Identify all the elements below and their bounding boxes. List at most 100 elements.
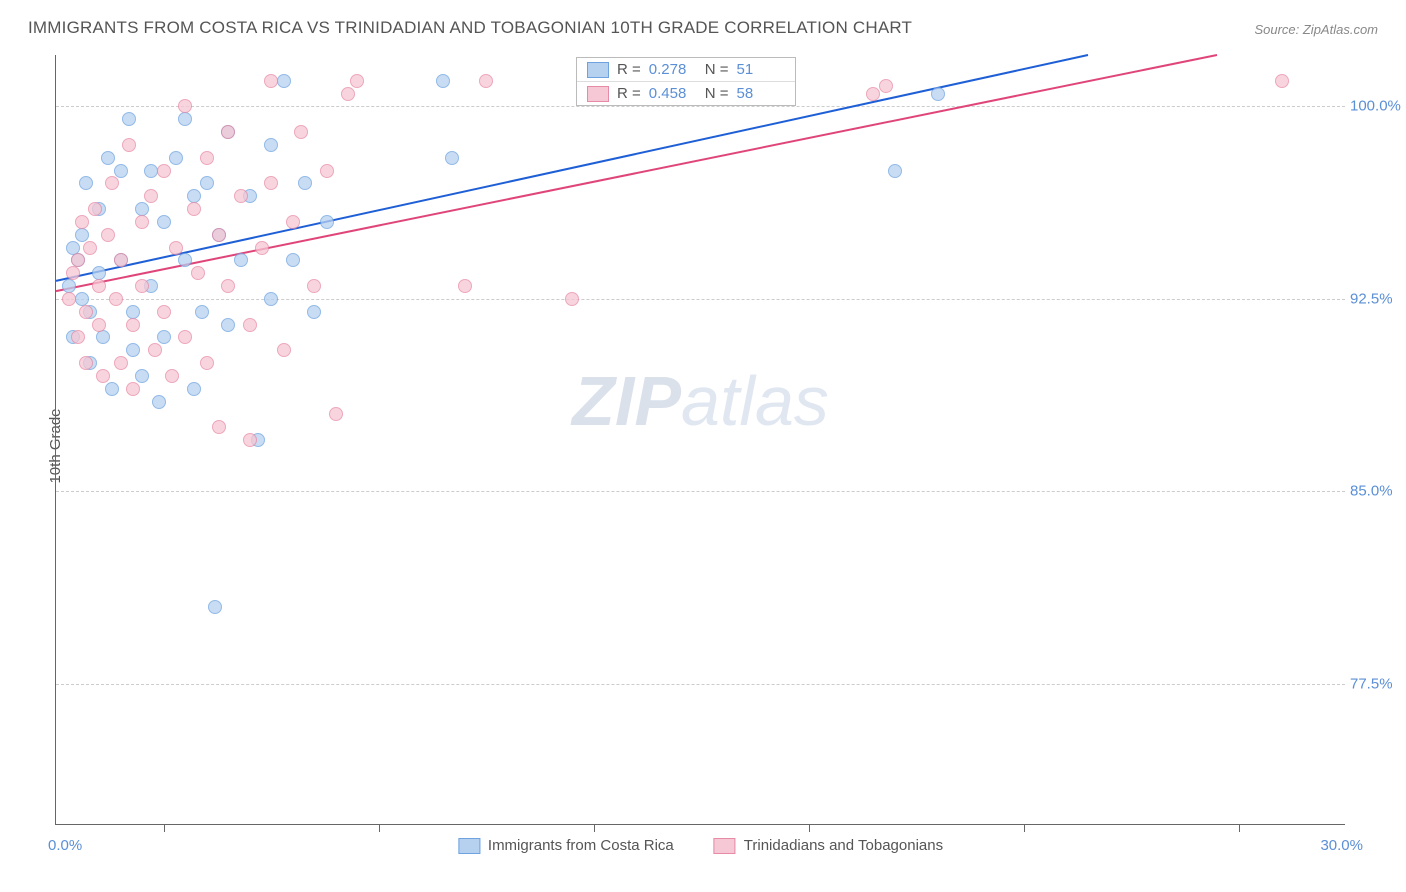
data-point [458, 279, 472, 293]
gridline [56, 684, 1345, 685]
x-min-label: 0.0% [48, 837, 82, 854]
watermark-atlas: atlas [681, 362, 829, 440]
data-point [114, 253, 128, 267]
data-point [264, 292, 278, 306]
r-label: R = [617, 85, 641, 102]
legend-swatch [458, 838, 480, 854]
data-point [221, 318, 235, 332]
legend-swatch [587, 62, 609, 78]
data-point [79, 356, 93, 370]
source-attribution: Source: ZipAtlas.com [1254, 22, 1378, 37]
data-point [79, 305, 93, 319]
data-point [96, 369, 110, 383]
data-point [157, 330, 171, 344]
data-point [286, 215, 300, 229]
data-point [191, 266, 205, 280]
data-point [212, 420, 226, 434]
watermark-zip: ZIP [572, 362, 681, 440]
data-point [157, 215, 171, 229]
data-point [66, 266, 80, 280]
data-point [264, 138, 278, 152]
data-point [187, 382, 201, 396]
data-point [92, 318, 106, 332]
data-point [92, 279, 106, 293]
gridline [56, 299, 1345, 300]
data-point [169, 151, 183, 165]
data-point [200, 176, 214, 190]
plot-area: ZIPatlas R =0.278N =51R =0.458N =58 Immi… [55, 55, 1345, 825]
data-point [126, 382, 140, 396]
data-point [122, 112, 136, 126]
x-tick [594, 824, 595, 832]
data-point [157, 164, 171, 178]
data-point [436, 74, 450, 88]
series-legend-item: Immigrants from Costa Rica [458, 837, 674, 854]
data-point [144, 189, 158, 203]
data-point [101, 151, 115, 165]
data-point [221, 125, 235, 139]
data-point [135, 369, 149, 383]
series-legend: Immigrants from Costa Rica Trinidadians a… [458, 837, 943, 854]
y-tick-label: 100.0% [1350, 98, 1405, 115]
data-point [178, 112, 192, 126]
data-point [71, 330, 85, 344]
data-point [105, 176, 119, 190]
data-point [178, 253, 192, 267]
data-point [879, 79, 893, 93]
data-point [445, 151, 459, 165]
data-point [165, 369, 179, 383]
data-point [565, 292, 579, 306]
legend-swatch [587, 86, 609, 102]
data-point [212, 228, 226, 242]
data-point [329, 407, 343, 421]
data-point [75, 215, 89, 229]
data-point [341, 87, 355, 101]
r-value: 0.458 [649, 85, 697, 102]
data-point [75, 228, 89, 242]
chart-title: IMMIGRANTS FROM COSTA RICA VS TRINIDADIA… [28, 18, 912, 38]
r-value: 0.278 [649, 61, 697, 78]
data-point [148, 343, 162, 357]
data-point [135, 215, 149, 229]
data-point [208, 600, 222, 614]
watermark: ZIPatlas [572, 361, 829, 441]
data-point [126, 318, 140, 332]
data-point [298, 176, 312, 190]
data-point [277, 343, 291, 357]
data-point [888, 164, 902, 178]
data-point [931, 87, 945, 101]
data-point [144, 164, 158, 178]
r-label: R = [617, 61, 641, 78]
data-point [101, 228, 115, 242]
data-point [109, 292, 123, 306]
gridline [56, 491, 1345, 492]
data-point [200, 151, 214, 165]
data-point [264, 74, 278, 88]
data-point [234, 253, 248, 267]
y-tick-label: 77.5% [1350, 675, 1405, 692]
x-tick [379, 824, 380, 832]
data-point [200, 356, 214, 370]
data-point [479, 74, 493, 88]
data-point [286, 253, 300, 267]
n-value: 58 [737, 85, 785, 102]
data-point [152, 395, 166, 409]
data-point [243, 318, 257, 332]
data-point [307, 279, 321, 293]
data-point [169, 241, 183, 255]
data-point [79, 176, 93, 190]
series-legend-label: Immigrants from Costa Rica [488, 837, 674, 854]
data-point [71, 253, 85, 267]
data-point [187, 202, 201, 216]
data-point [114, 164, 128, 178]
n-value: 51 [737, 61, 785, 78]
data-point [88, 202, 102, 216]
correlation-legend: R =0.278N =51R =0.458N =58 [576, 57, 796, 106]
legend-row: R =0.458N =58 [577, 81, 795, 105]
data-point [866, 87, 880, 101]
data-point [320, 215, 334, 229]
x-tick [1239, 824, 1240, 832]
data-point [178, 99, 192, 113]
x-max-label: 30.0% [1320, 837, 1363, 854]
series-legend-label: Trinidadians and Tobagonians [744, 837, 943, 854]
